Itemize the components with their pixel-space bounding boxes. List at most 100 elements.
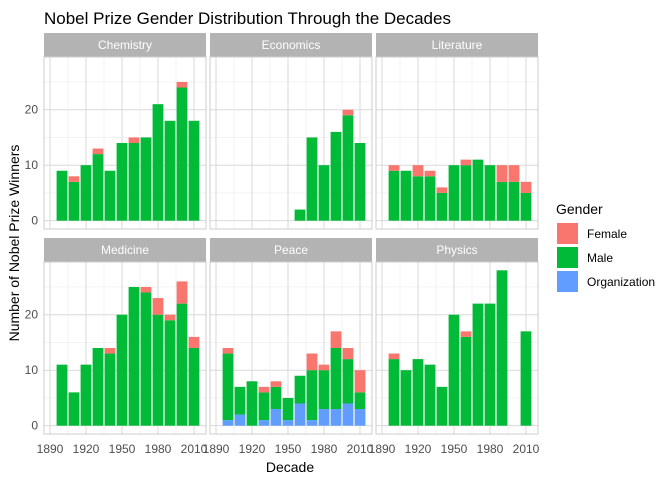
x-tick-label: 1950 xyxy=(109,442,136,456)
x-tick-label: 1980 xyxy=(477,442,504,456)
bar-male xyxy=(282,397,294,421)
facet-strip-label: Peace xyxy=(274,243,308,257)
bar-female xyxy=(318,364,330,371)
bar-female xyxy=(330,331,342,348)
x-axis-title: Decade xyxy=(266,459,314,475)
x-tick-label: 1920 xyxy=(73,442,100,456)
bar-organization xyxy=(294,403,306,426)
bar-male xyxy=(448,314,460,426)
bar-male xyxy=(448,165,460,221)
bar-male xyxy=(306,370,318,421)
bar-organization xyxy=(282,420,294,426)
bar-male xyxy=(222,353,234,421)
bar-male xyxy=(460,165,472,221)
panel-border xyxy=(209,261,373,435)
facet-literature: Literature xyxy=(375,33,539,230)
bar-male xyxy=(116,314,128,426)
legend-key-organization xyxy=(557,271,578,292)
bars xyxy=(388,270,532,426)
bar-male xyxy=(188,348,200,426)
bar-female xyxy=(412,165,424,177)
y-tick-label: 20 xyxy=(25,103,39,117)
panel-border xyxy=(209,56,373,230)
bar-male xyxy=(56,364,68,426)
x-tick-label: 1980 xyxy=(145,442,172,456)
chart-title: Nobel Prize Gender Distribution Through … xyxy=(44,9,451,28)
bar-male xyxy=(80,165,92,221)
bar-male xyxy=(116,143,128,221)
x-tick-label: 1890 xyxy=(369,442,396,456)
bar-male xyxy=(484,303,496,426)
legend-label: Male xyxy=(587,251,613,265)
bar-male xyxy=(56,170,68,221)
bar-female xyxy=(306,353,318,371)
bar-female xyxy=(140,286,152,293)
bar-male xyxy=(152,104,164,221)
x-tick-label: 2010 xyxy=(181,442,208,456)
bar-organization xyxy=(222,420,234,426)
bar-male xyxy=(140,137,152,221)
bar-male xyxy=(128,143,140,221)
bar-male xyxy=(424,176,436,221)
facet-chemistry: Chemistry 0 10 20 xyxy=(25,33,207,230)
bar-male xyxy=(354,143,366,221)
x-tick-label: 1980 xyxy=(311,442,338,456)
bar-female xyxy=(354,370,366,393)
bar-male xyxy=(306,137,318,221)
facet-strip-label: Economics xyxy=(262,38,321,52)
panel-border xyxy=(43,261,207,435)
x-tick-label: 1890 xyxy=(37,442,64,456)
bar-male xyxy=(80,364,92,426)
bar-female xyxy=(508,165,520,182)
bar-female xyxy=(188,336,200,348)
x-tick-label: 1890 xyxy=(203,442,230,456)
bar-female xyxy=(460,159,472,166)
bar-male xyxy=(330,348,342,410)
bar-male xyxy=(234,386,246,415)
facet-strip xyxy=(210,238,372,262)
bar-organization xyxy=(270,409,282,426)
bar-organization xyxy=(234,414,246,426)
x-tick-label: 1950 xyxy=(275,442,302,456)
bar-male xyxy=(412,176,424,221)
legend-label: Organization xyxy=(587,275,655,289)
legend-key-female xyxy=(557,223,578,244)
bar-male xyxy=(496,270,508,426)
bar-male xyxy=(400,370,412,426)
panel-border xyxy=(375,261,539,435)
bar-male xyxy=(92,348,104,426)
bar-female xyxy=(164,314,176,321)
bar-male xyxy=(68,181,80,221)
bar-female xyxy=(222,348,234,354)
bar-female xyxy=(128,137,140,143)
bar-organization xyxy=(306,420,318,426)
bar-female xyxy=(520,181,532,193)
bar-organization xyxy=(258,420,270,426)
bar-male xyxy=(164,120,176,221)
bar-female xyxy=(388,353,400,360)
bar-female xyxy=(270,381,282,387)
bar-male xyxy=(140,292,152,426)
facet-strip-label: Physics xyxy=(436,243,477,257)
bar-male xyxy=(484,165,496,221)
facet-strip xyxy=(44,33,206,57)
facet-strip-label: Chemistry xyxy=(98,38,152,52)
x-tick-label: 1920 xyxy=(405,442,432,456)
facet-strip-label: Literature xyxy=(432,38,483,52)
legend: Gender Female Male Organization xyxy=(556,201,655,292)
bar-female xyxy=(176,81,188,88)
bar-female xyxy=(176,281,188,304)
bar-male xyxy=(128,286,140,426)
bar-female xyxy=(388,165,400,171)
bar-male xyxy=(520,192,532,221)
bar-organization xyxy=(318,409,330,426)
panel-border xyxy=(375,56,539,230)
bar-female xyxy=(496,165,508,182)
legend-label: Female xyxy=(587,227,627,241)
bar-male xyxy=(270,386,282,410)
bar-female xyxy=(460,331,472,337)
facet-economics: Economics xyxy=(209,33,373,230)
bar-female xyxy=(424,170,436,177)
bar-male xyxy=(508,181,520,221)
bar-female xyxy=(342,348,354,360)
